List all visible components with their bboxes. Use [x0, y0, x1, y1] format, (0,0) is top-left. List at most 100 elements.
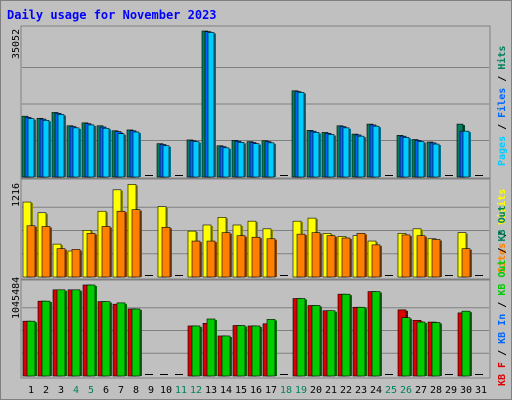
legend-entry: Visits [496, 189, 508, 225]
bar-sites-21 [326, 235, 336, 278]
bar-pages-27 [417, 141, 425, 178]
x-axis-labels: 1 2 3 4 5 6 7 8 9 10 11 12 13 14 15 16 17 18 19 20 21 22 23 24 2… [28, 385, 487, 396]
bar-shade [364, 137, 366, 177]
bar-shade [124, 134, 126, 177]
bar-kb-out-21 [326, 310, 336, 377]
bar-pages-3 [57, 114, 65, 178]
bar-kb-out-13 [206, 318, 216, 377]
bar-sites-3 [56, 248, 66, 278]
bar-shade [275, 320, 277, 376]
bar-pages-12 [192, 141, 200, 178]
bar-shade [200, 242, 202, 277]
x-tick-label: 21 [325, 385, 337, 396]
bar-shade [94, 125, 96, 177]
bar-shade [440, 240, 442, 277]
baseline-mark [280, 175, 288, 176]
bar-kb-out-16 [251, 325, 261, 377]
bar-sites-8 [131, 209, 141, 278]
bar-shade [334, 135, 336, 177]
baseline-mark [445, 175, 453, 176]
bar-shade [110, 227, 112, 277]
bar-pages-2 [42, 120, 50, 178]
bar-pages-8 [132, 131, 140, 178]
legend-entry: KB F [497, 362, 508, 386]
bar-kb-out-23 [356, 306, 366, 377]
legend-entry: / [497, 70, 508, 88]
bar-shade [409, 138, 411, 177]
bar-shade [350, 238, 352, 277]
bar-sites-19 [296, 233, 306, 278]
bar-shade [320, 233, 322, 277]
chart-title: Daily usage for November 2023 [7, 8, 217, 22]
bar-sites-10 [161, 226, 171, 278]
bar-kb-out-26 [401, 317, 411, 377]
x-tick-label: 27 [415, 385, 427, 396]
x-tick-label: 23 [355, 385, 367, 396]
bar-shade [109, 129, 111, 177]
bar-shade [379, 127, 381, 177]
bar-pages-5 [87, 124, 95, 178]
bar-shade [64, 115, 66, 177]
bar-kb-out-12 [191, 325, 201, 377]
bar-shade [80, 290, 82, 376]
bar-shade [260, 326, 262, 376]
bar-shade [80, 250, 82, 277]
bar-pages-16 [252, 143, 260, 178]
bar-shade [440, 323, 442, 376]
bar-shade [215, 242, 217, 277]
bar-shade [35, 226, 37, 277]
bar-sites-5 [86, 233, 96, 278]
x-tick-label: 28 [430, 385, 442, 396]
baseline-mark [445, 374, 453, 375]
baseline-mark [280, 275, 288, 276]
baseline-mark [175, 374, 183, 375]
legend-entry: KB Out [497, 260, 508, 296]
bar-shade [50, 302, 52, 376]
bar-shade [275, 239, 277, 277]
bar-shade [65, 249, 67, 277]
bar-sites-16 [251, 236, 261, 278]
legend-entry: KB In [497, 314, 508, 344]
x-tick-label: 1 [28, 385, 34, 396]
bar-shade [244, 143, 246, 177]
bar-shade [365, 234, 367, 277]
bar-shade [169, 146, 171, 177]
baseline-mark [145, 374, 153, 375]
baseline-mark [475, 374, 483, 375]
bar-kb-out-8 [131, 308, 141, 377]
x-tick-label: 9 [148, 385, 154, 396]
bar-sites-13 [206, 240, 216, 278]
y-max-label-top: 35052 [11, 29, 22, 59]
bar-kb-out-28 [431, 322, 441, 377]
x-tick-label: 16 [250, 385, 262, 396]
panel-top [21, 30, 489, 178]
bar-sites-20 [311, 232, 321, 278]
legend-entry: / [497, 118, 508, 136]
bar-shade [95, 234, 97, 277]
x-tick-label: 6 [103, 385, 109, 396]
bar-shade [140, 309, 142, 376]
bar-pages-6 [102, 127, 110, 178]
x-tick-label: 13 [205, 385, 217, 396]
legend-entry: / [497, 296, 508, 314]
bar-shade [424, 142, 426, 177]
x-tick-label: 20 [310, 385, 322, 396]
bar-shade [140, 210, 142, 277]
bar-sites-24 [371, 244, 381, 278]
bar-pages-26 [402, 137, 410, 178]
bar-shade [259, 144, 261, 177]
bar-shade [170, 228, 172, 277]
bar-pages-7 [117, 133, 125, 178]
legend-entry: Pages [497, 136, 508, 166]
baseline-mark [445, 275, 453, 276]
legend-entry: Sites [496, 243, 508, 273]
bar-shade [380, 292, 382, 376]
bar-shade [65, 290, 67, 376]
x-tick-label: 7 [118, 385, 124, 396]
bar-shade [245, 326, 247, 376]
x-tick-label: 29 [445, 385, 457, 396]
bar-sites-23 [356, 233, 366, 278]
x-tick-label: 8 [133, 385, 139, 396]
legend-entry: / [497, 225, 508, 243]
bar-shade [200, 326, 202, 376]
